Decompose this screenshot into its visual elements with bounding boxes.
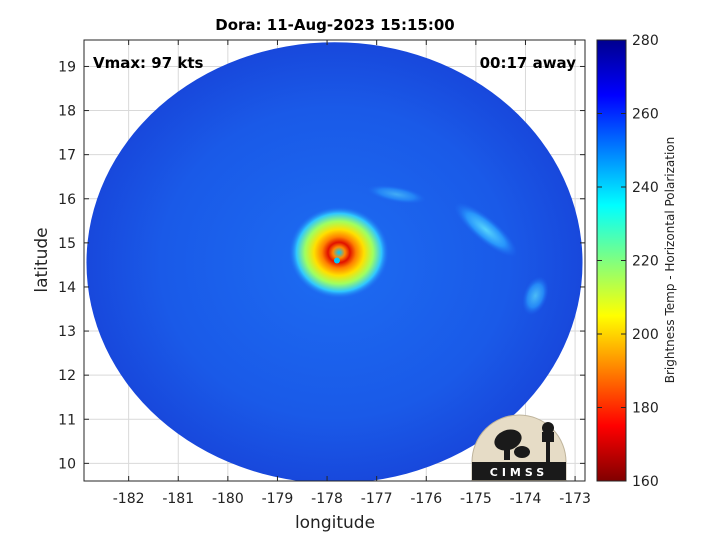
x-tick-label: -177 (361, 491, 393, 507)
y-tick-label: 15 (58, 236, 76, 252)
x-tick-label: -179 (262, 491, 294, 507)
y-axis-label: latitude (32, 227, 52, 292)
y-tick-label: 17 (58, 148, 76, 164)
y-tick-label: 10 (58, 456, 76, 472)
y-tick-label: 16 (58, 192, 76, 208)
x-axis-label: longitude (295, 513, 375, 533)
y-tick-label: 18 (58, 104, 76, 120)
colorbar-tick-label: 240 (632, 180, 659, 196)
logo-text: CIMSS (490, 466, 548, 479)
y-tick-label: 11 (58, 412, 76, 428)
colorbar-tick-label: 220 (632, 254, 659, 270)
axes-frame (83, 39, 586, 482)
colorbar-ticks: 160 180 200 220 240 260 280 (597, 33, 659, 490)
x-tick-label: -180 (212, 491, 244, 507)
x-axis: -182 -181 -180 -179 -178 -177 -176 -175 -174 -173 (113, 40, 591, 507)
y-tick-label: 13 (58, 324, 76, 340)
x-tick-label: -175 (460, 491, 492, 507)
colorbar: 160 180 200 220 240 260 280 Brightness Temp - … (596, 33, 677, 490)
rain-band (522, 276, 549, 316)
chart-title: Dora: 11-Aug-2023 15:15:00 (215, 16, 454, 34)
x-tick-label: -173 (559, 491, 591, 507)
x-tick-label: -174 (510, 491, 542, 507)
y-tick-label: 12 (58, 368, 76, 384)
rain-band (454, 202, 518, 257)
time-offset-label: 00:17 away (480, 54, 577, 72)
colorbar-tick-label: 160 (632, 474, 659, 490)
storm-core (288, 206, 389, 299)
y-axis: 10 11 12 13 14 15 16 17 18 19 (58, 59, 585, 472)
colorbar-tick-label: 260 (632, 107, 659, 123)
colorbar-label: Brightness Temp - Horizontal Polarizatio… (663, 137, 677, 384)
y-tick-label: 19 (58, 59, 76, 75)
rain-band (366, 184, 427, 204)
cimss-logo: CIMSS (471, 414, 567, 481)
x-tick-label: -176 (410, 491, 442, 507)
x-tick-label: -178 (311, 491, 343, 507)
colorbar-tick-label: 180 (632, 401, 659, 417)
colorbar-tick-label: 280 (632, 33, 659, 49)
x-tick-label: -181 (162, 491, 194, 507)
brightness-image (86, 42, 583, 481)
vmax-label: Vmax: 97 kts (93, 54, 203, 72)
storm-eye (333, 257, 340, 264)
y-tick-label: 14 (58, 280, 76, 296)
colorbar-tick-label: 200 (632, 327, 659, 343)
x-tick-label: -182 (113, 491, 145, 507)
